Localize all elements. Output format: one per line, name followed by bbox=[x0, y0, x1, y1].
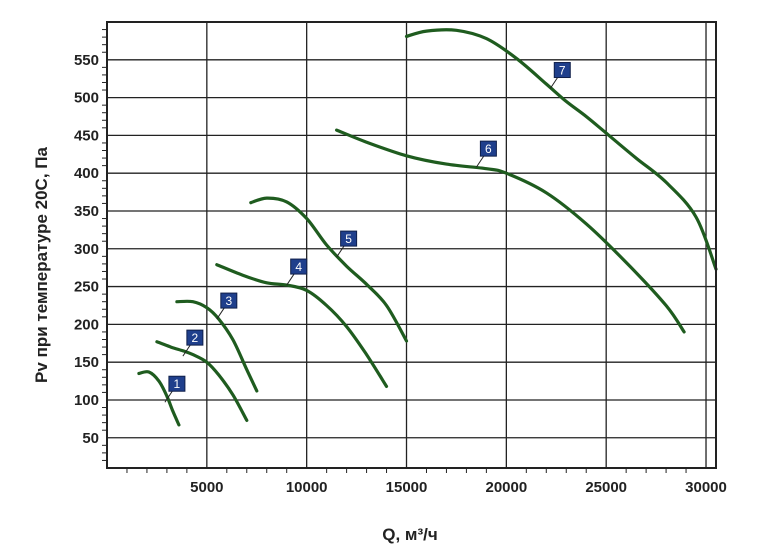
axis-ticks: 5000 10000 15000 20000 25000 30000 50 100 150 200… bbox=[74, 29, 727, 496]
series-label-leader bbox=[216, 306, 226, 320]
x-tick-label: 30000 bbox=[685, 479, 727, 496]
x-tick-label: 5000 bbox=[190, 479, 223, 496]
y-tick-label: 350 bbox=[74, 203, 99, 220]
series-label-box-7 bbox=[553, 62, 571, 79]
series-label-leader bbox=[336, 244, 346, 258]
series-label-3: 3 bbox=[225, 294, 232, 308]
series-line-4 bbox=[215, 263, 389, 388]
series-label-leader bbox=[286, 272, 296, 286]
x-tick-label: 15000 bbox=[386, 479, 428, 496]
y-tick-label: 150 bbox=[74, 354, 99, 371]
y-tick-label: 400 bbox=[74, 165, 99, 182]
series-line-5 bbox=[249, 196, 409, 343]
y-tick-label: 100 bbox=[74, 392, 99, 409]
series-line-1 bbox=[137, 370, 181, 427]
series-label-7: 7 bbox=[559, 64, 566, 78]
x-tick-label: 20000 bbox=[485, 479, 527, 496]
grid bbox=[107, 22, 716, 468]
x-tick-label: 10000 bbox=[286, 479, 328, 496]
series-line-7 bbox=[404, 28, 718, 271]
y-tick-label: 500 bbox=[74, 90, 99, 107]
series-line-3 bbox=[175, 299, 259, 393]
y-tick-label: 200 bbox=[74, 316, 99, 333]
x-axis-title: Q, м³/ч bbox=[382, 525, 438, 544]
series-label-box-3 bbox=[220, 292, 238, 309]
series-label-6: 6 bbox=[485, 142, 492, 156]
series-label-leader bbox=[182, 343, 192, 357]
y-tick-label: 550 bbox=[74, 52, 99, 69]
y-tick-label: 300 bbox=[74, 241, 99, 258]
series-label-box-5 bbox=[340, 230, 358, 247]
series-label-box-1 bbox=[168, 375, 186, 392]
series-label-box-4 bbox=[290, 258, 308, 275]
plot-frame bbox=[106, 21, 717, 469]
y-tick-label: 50 bbox=[82, 430, 99, 447]
series-label-box-6 bbox=[479, 140, 497, 157]
series-line-6 bbox=[335, 128, 686, 334]
series-label-leader bbox=[475, 154, 485, 168]
series-label-2: 2 bbox=[192, 331, 199, 345]
y-tick-label: 250 bbox=[74, 279, 99, 296]
series-lines bbox=[137, 28, 718, 427]
series-label-4: 4 bbox=[295, 260, 302, 274]
series-label-leader bbox=[549, 76, 559, 89]
y-axis-title: Pv при температуре 20С, Па bbox=[32, 147, 51, 383]
x-tick-label: 25000 bbox=[585, 479, 627, 496]
series-label-box-2 bbox=[186, 329, 204, 346]
y-tick-label: 450 bbox=[74, 127, 99, 144]
series-label-1: 1 bbox=[174, 377, 181, 391]
series-label-leader bbox=[164, 389, 174, 403]
series-labels: 1 2 3 4 5 6 7 bbox=[164, 62, 571, 403]
series-line-2 bbox=[155, 340, 249, 422]
series-label-5: 5 bbox=[345, 232, 352, 246]
